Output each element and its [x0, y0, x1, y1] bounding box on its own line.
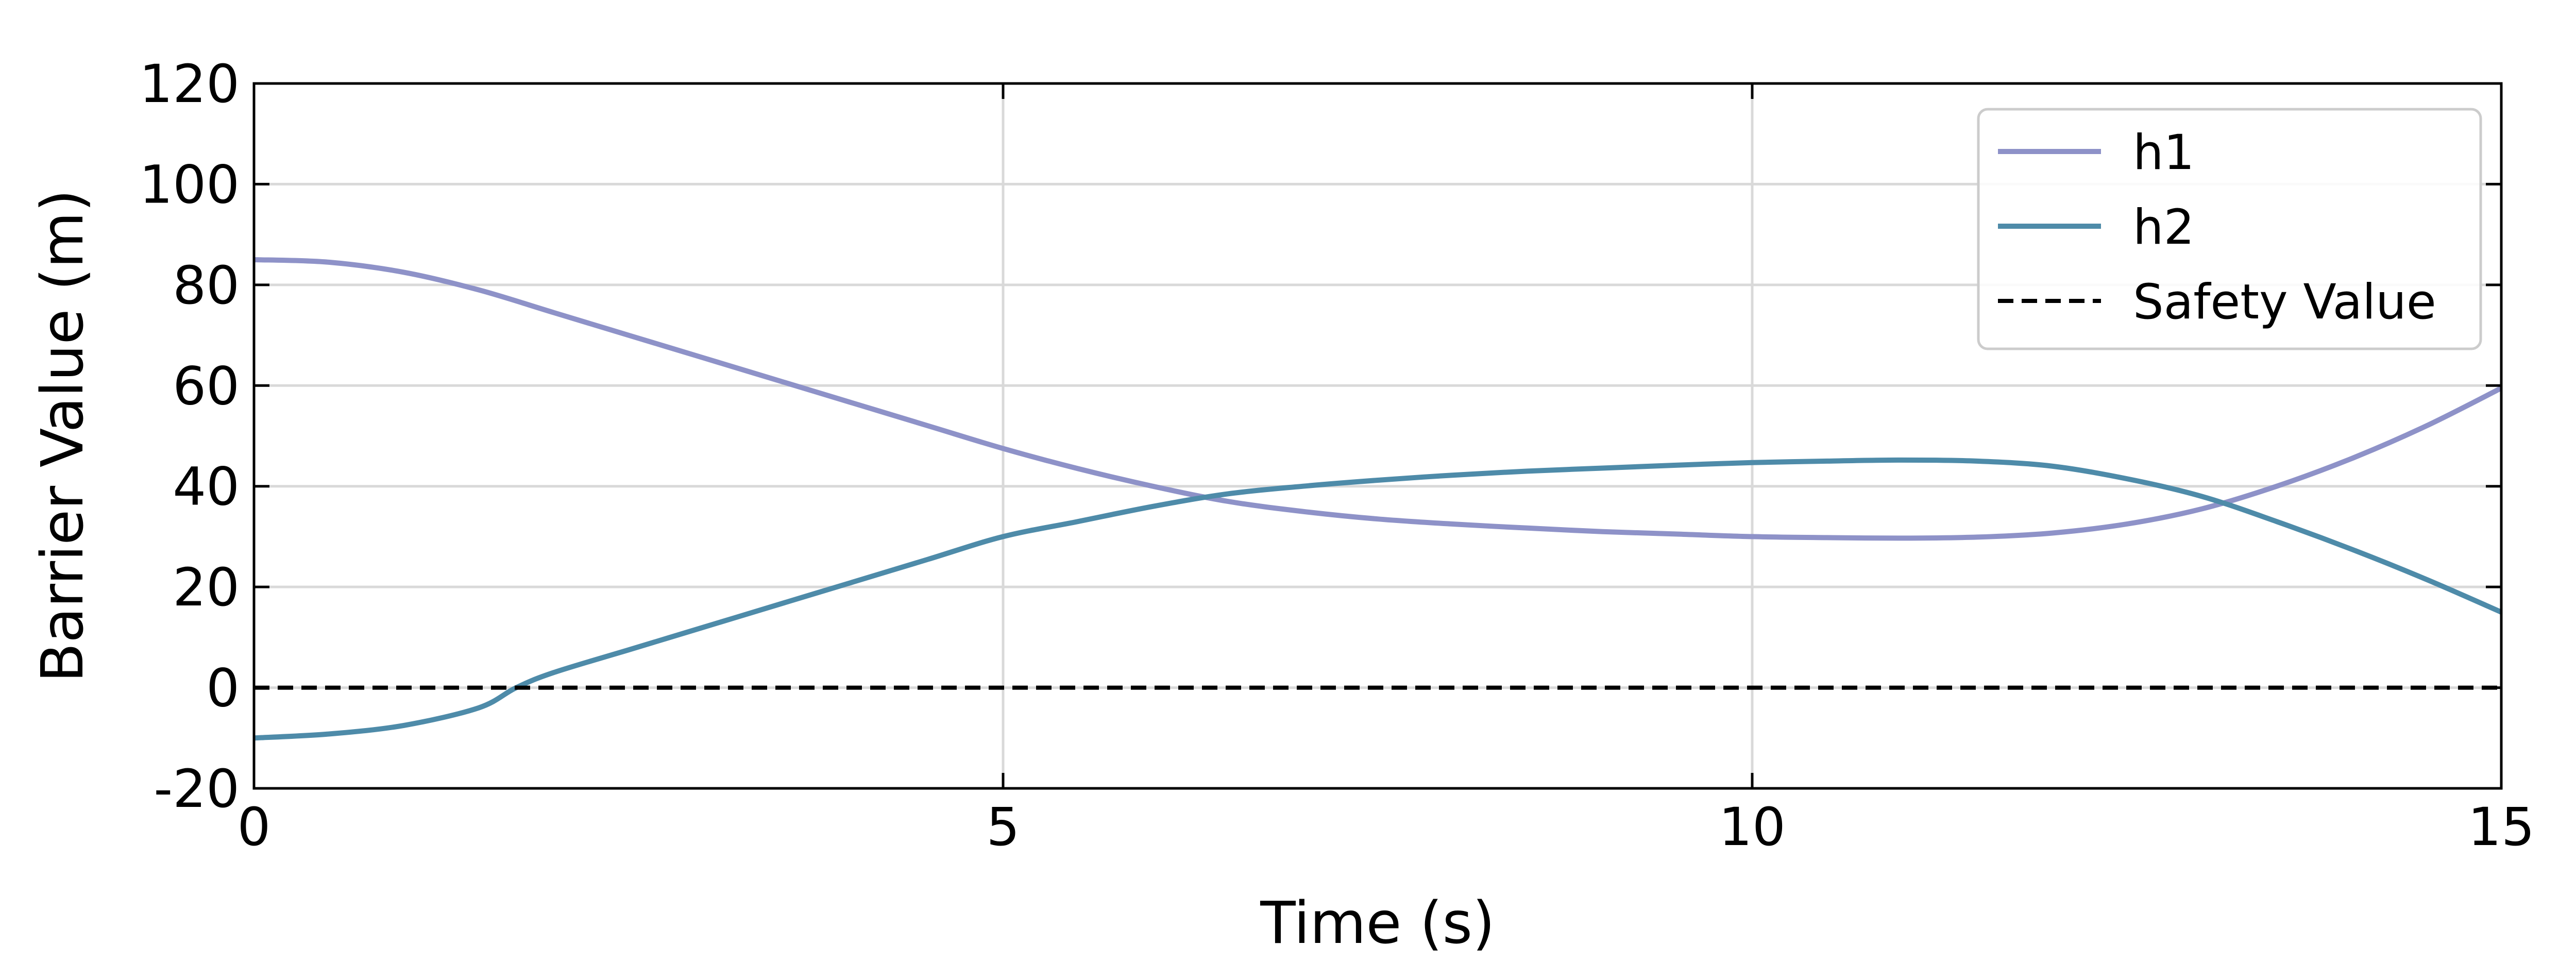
plot-lines — [253, 257, 2503, 741]
legend-label-h1: h1 — [2133, 125, 2194, 181]
x-tick-label: 0 — [238, 797, 271, 858]
x-tick-label: 5 — [987, 797, 1020, 858]
series-line-h1 — [253, 257, 2503, 541]
legend: h1 h2 Safety Value — [1977, 108, 2482, 350]
y-tick-label: 100 — [139, 154, 240, 215]
y-tick-label: 20 — [173, 557, 240, 618]
x-tick-label: 10 — [1719, 797, 1786, 858]
y-tick-label: -20 — [154, 758, 240, 820]
y-tick-label: 0 — [206, 658, 240, 719]
legend-box — [1977, 108, 2482, 350]
x-tick-label: 15 — [2468, 797, 2535, 858]
y-tick-label: 80 — [173, 255, 240, 316]
legend-label-h2: h2 — [2133, 199, 2194, 256]
plot-frame — [252, 82, 2503, 790]
x-axis-title: Time (s) — [1260, 890, 1495, 957]
legend-label-safety-value: Safety Value — [2133, 274, 2436, 330]
y-tick-label: 40 — [173, 457, 240, 518]
y-tick-label: 60 — [173, 356, 240, 417]
y-axis-title: Barrier Value (m) — [29, 190, 96, 683]
series-line-h2 — [253, 457, 2503, 741]
y-tick-label: 120 — [139, 54, 240, 115]
